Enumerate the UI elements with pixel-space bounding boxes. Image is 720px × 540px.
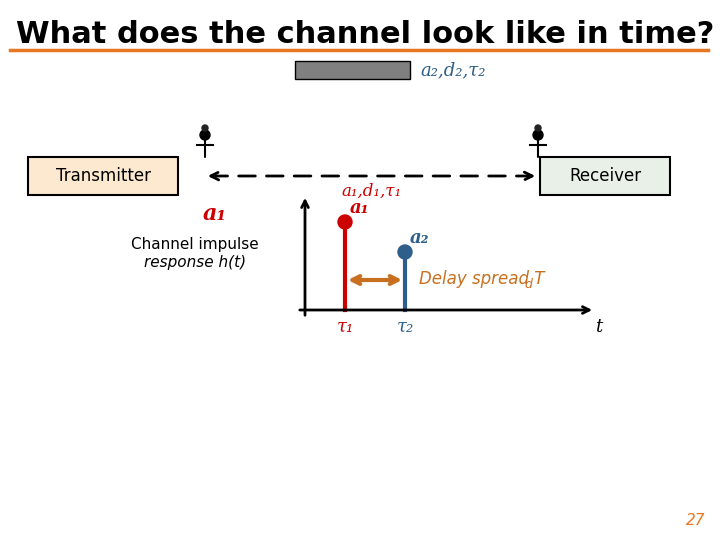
Text: t: t — [595, 318, 603, 336]
Text: Delay spread T: Delay spread T — [419, 270, 544, 288]
Circle shape — [338, 215, 352, 229]
Text: Channel impulse: Channel impulse — [131, 238, 259, 253]
Text: Receiver: Receiver — [569, 167, 641, 185]
Text: a₂,d₂,τ₂: a₂,d₂,τ₂ — [420, 61, 485, 79]
Circle shape — [202, 125, 208, 131]
Text: Transmitter: Transmitter — [55, 167, 150, 185]
Circle shape — [533, 130, 543, 140]
Text: a₁: a₁ — [350, 199, 369, 217]
Text: a₁,d₁,τ₁: a₁,d₁,τ₁ — [341, 183, 401, 200]
Bar — [295, 61, 410, 79]
Text: τ₁: τ₁ — [336, 318, 354, 336]
Text: response h(t): response h(t) — [144, 254, 246, 269]
Text: 27: 27 — [685, 513, 705, 528]
Circle shape — [200, 130, 210, 140]
Bar — [540, 157, 670, 195]
Text: What does the channel look like in time?: What does the channel look like in time? — [16, 20, 714, 49]
Bar — [28, 157, 178, 195]
Text: a₂: a₂ — [410, 229, 430, 247]
Circle shape — [535, 125, 541, 131]
Circle shape — [398, 245, 412, 259]
Text: d: d — [524, 279, 532, 292]
Text: τ₂: τ₂ — [397, 318, 413, 336]
Text: a₁: a₁ — [203, 203, 227, 225]
